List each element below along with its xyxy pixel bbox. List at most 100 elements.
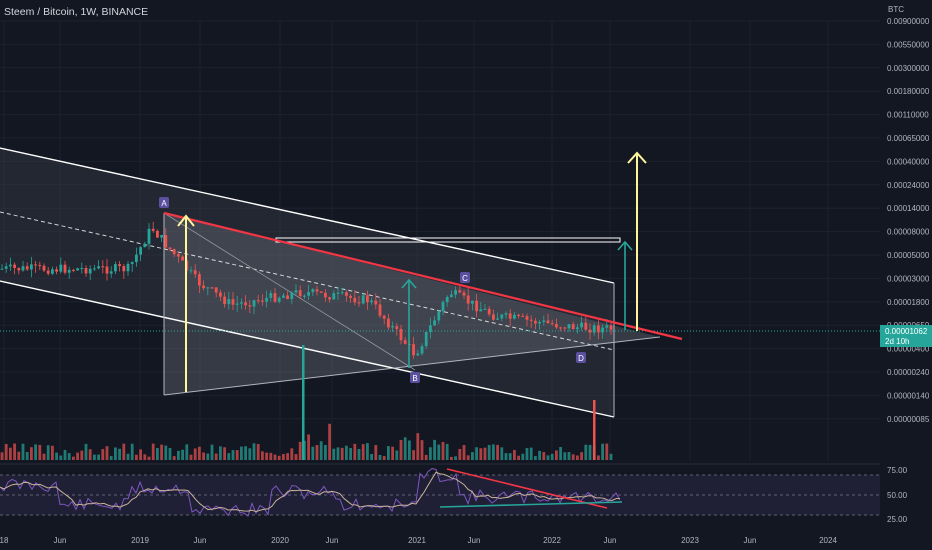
channel-lower-line[interactable] <box>0 280 615 418</box>
price-axis[interactable]: 0.00900000 0.00550000 0.00300000 0.00180000… <box>887 17 930 424</box>
volume-bar <box>240 446 243 460</box>
green-arrow-left[interactable] <box>401 278 417 368</box>
candle-body <box>72 269 75 271</box>
label-d[interactable]: D <box>576 352 586 363</box>
candle-body <box>21 266 25 271</box>
candle-body <box>550 323 554 325</box>
volume-bar <box>429 447 432 460</box>
volume-bar <box>311 446 315 460</box>
svg-text:2d 10h: 2d 10h <box>885 337 909 346</box>
volume-bar <box>593 400 596 460</box>
volume-bar <box>361 444 365 460</box>
yellow-arrow-left[interactable] <box>177 214 195 392</box>
candle-body <box>93 268 96 270</box>
time-tick: 2024 <box>819 536 837 545</box>
volume-bar <box>441 441 445 460</box>
candle-body <box>580 322 583 328</box>
volume-bar <box>273 454 277 460</box>
volume-bar <box>458 448 462 460</box>
volume-bar <box>546 455 550 460</box>
candle-body <box>370 300 373 303</box>
volume-bar <box>168 448 172 460</box>
volume-bar <box>76 452 79 460</box>
candle-body <box>97 266 100 269</box>
volume-bar <box>206 453 210 460</box>
volume-bar <box>332 448 336 460</box>
volume-bar <box>324 444 327 460</box>
volume-bar <box>500 447 504 460</box>
candle-body <box>378 304 382 316</box>
svg-text:C: C <box>462 274 468 283</box>
time-tick: 2019 <box>131 536 149 545</box>
candle-body <box>412 344 415 356</box>
price-tick: 0.00005000 <box>887 251 930 260</box>
candle-body <box>51 269 54 274</box>
symbol-title[interactable]: Steem / Bitcoin, 1W, BINANCE <box>4 6 149 18</box>
rsi-tick-25: 25.00 <box>887 515 908 524</box>
candle-body <box>584 322 588 330</box>
svg-text:A: A <box>161 199 167 208</box>
candle-body <box>126 263 130 272</box>
rsi-divergence-green[interactable] <box>439 501 623 508</box>
candle-body <box>399 329 403 341</box>
candle-body <box>466 295 470 304</box>
candle-body <box>500 314 504 319</box>
volume-bar <box>88 449 92 460</box>
volume-bar <box>605 443 609 460</box>
volume-bar <box>13 443 16 460</box>
volume-bar <box>223 447 226 460</box>
time-tick: Jun <box>468 536 481 545</box>
candle-body <box>492 314 495 320</box>
label-c[interactable]: C <box>460 272 470 283</box>
candle-body <box>382 315 386 319</box>
price-tick: 0.00014000 <box>887 204 930 213</box>
candle-body <box>122 266 126 272</box>
candle-body <box>324 292 327 298</box>
green-arrow-right[interactable] <box>617 240 633 330</box>
channel-upper-line[interactable] <box>0 147 615 284</box>
support-line[interactable] <box>163 336 661 396</box>
candle-body <box>298 290 302 297</box>
volume-bar <box>231 450 235 460</box>
volume-bar <box>609 453 613 460</box>
candle-body <box>609 325 613 330</box>
volume-bar <box>462 445 466 460</box>
volume-bar <box>416 433 420 460</box>
currency-label: BTC <box>888 5 904 14</box>
price-tick: 0.00065000 <box>887 134 930 143</box>
volume-bar <box>286 453 289 460</box>
volume-bar <box>550 453 554 460</box>
label-a[interactable]: A <box>159 197 169 208</box>
candle-body <box>441 302 445 312</box>
label-b[interactable]: B <box>410 372 420 383</box>
rsi-divergence-red[interactable] <box>446 468 608 509</box>
volume-bar <box>30 447 33 460</box>
volume-bar <box>244 446 247 460</box>
time-axis[interactable]: 18 Jun 2019 Jun 2020 Jun 2021 Jun 2022 Jun 2023 Jun… <box>0 536 837 545</box>
volume-bar <box>349 448 352 460</box>
volume-bar <box>336 447 340 460</box>
volume-bar <box>584 444 588 460</box>
resistance-line[interactable] <box>163 211 683 341</box>
current-price-label: 0.00001062 2d 10h <box>880 325 932 347</box>
volume-bar <box>147 456 151 460</box>
time-tick: Jun <box>744 536 757 545</box>
candle-body <box>340 292 344 294</box>
candle-body <box>303 295 306 297</box>
volume-bar <box>214 453 218 460</box>
candle-body <box>76 268 79 271</box>
candle-body <box>265 297 268 302</box>
candle-body <box>437 311 441 321</box>
volume-bar <box>601 443 604 460</box>
candle-body <box>244 302 247 306</box>
candle-body <box>559 327 562 329</box>
candle-body <box>227 299 231 305</box>
volume-bar <box>412 450 415 460</box>
candle-body <box>462 292 466 296</box>
candle-body <box>189 270 193 272</box>
volume-bar <box>227 453 231 460</box>
candle-body <box>571 324 575 330</box>
yellow-arrow-right[interactable] <box>627 151 647 331</box>
candle-body <box>307 292 310 296</box>
